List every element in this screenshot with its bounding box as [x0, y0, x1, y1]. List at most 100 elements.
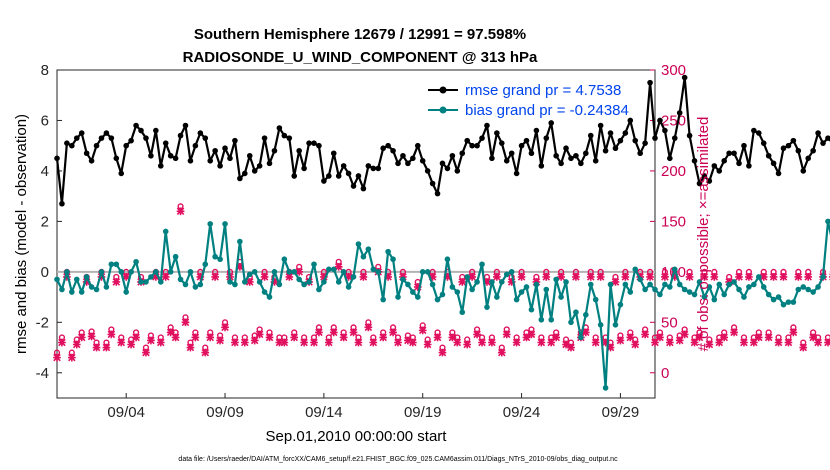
- obs-possible-marker: [656, 329, 664, 336]
- bias-point: [785, 299, 792, 305]
- obs-possible-marker: [572, 268, 580, 275]
- bias-point: [523, 284, 530, 290]
- bias-point: [637, 276, 643, 283]
- rmse-point: [543, 135, 550, 141]
- rmse-point: [296, 147, 302, 154]
- obs-assimilated-marker: [394, 338, 402, 347]
- bias-point: [286, 269, 293, 275]
- bias-point: [484, 304, 490, 310]
- obs-assimilated-marker: [507, 278, 516, 286]
- rmse-point: [345, 170, 352, 177]
- rmse-point: [103, 130, 110, 136]
- bias-point: [69, 289, 75, 295]
- rmse-point: [592, 158, 599, 164]
- rmse-point: [128, 137, 134, 144]
- obs-possible-marker: [795, 268, 802, 275]
- obs-possible-marker: [642, 326, 649, 333]
- rmse-point: [390, 147, 396, 154]
- obs-possible-marker: [770, 268, 777, 275]
- rmse-point: [281, 132, 288, 139]
- obs-assimilated-marker: [324, 338, 333, 347]
- obs-possible-marker: [533, 273, 540, 281]
- bias-point: [217, 256, 223, 263]
- bias-point: [424, 269, 431, 275]
- obs-assimilated-marker: [117, 338, 126, 347]
- obs-possible-marker: [513, 334, 520, 341]
- obs-assimilated-marker: [774, 338, 783, 347]
- obs-assimilated-marker: [591, 338, 600, 347]
- rmse-point: [790, 137, 797, 144]
- obs-possible-marker: [439, 344, 446, 351]
- obs-possible-marker: [399, 268, 407, 275]
- obs-assimilated-marker: [152, 273, 160, 281]
- obs-possible-marker: [790, 324, 797, 331]
- obs-possible-marker: [740, 334, 748, 341]
- obs-assimilated-marker: [349, 328, 358, 337]
- bias-point: [553, 276, 559, 283]
- obs-assimilated-marker: [596, 273, 605, 281]
- rmse-series: [54, 74, 830, 207]
- bias-point: [400, 276, 406, 283]
- obs-assimilated-marker: [750, 338, 758, 347]
- obs-possible-marker: [325, 334, 332, 341]
- obs-assimilated-marker: [764, 333, 773, 342]
- rmse-point: [533, 127, 540, 134]
- obs-assimilated-marker: [67, 353, 76, 362]
- rmse-point: [227, 155, 233, 162]
- bias-point: [667, 284, 673, 290]
- rmse-point: [489, 155, 495, 162]
- bias-point: [157, 279, 164, 285]
- rmse-point: [330, 150, 337, 157]
- bias-point: [251, 269, 258, 275]
- obs-assimilated-marker: [542, 273, 551, 281]
- rmse-point: [355, 173, 362, 179]
- rmse-point: [736, 160, 742, 167]
- bias-point: [503, 271, 510, 278]
- bias-point: [316, 286, 322, 293]
- obs-possible-marker: [721, 329, 728, 336]
- bias-point: [642, 286, 648, 293]
- rmse-point: [597, 122, 604, 129]
- bias-point: [741, 294, 747, 300]
- obs-assimilated-marker: [675, 336, 684, 345]
- bias-point: [548, 316, 555, 323]
- rmse-point: [326, 173, 332, 179]
- bias-point: [731, 279, 737, 285]
- rmse-point: [587, 132, 594, 139]
- obs-possible-marker: [192, 329, 199, 336]
- obs-possible-marker: [464, 336, 471, 343]
- obs-possible-marker: [765, 329, 772, 336]
- bias-point: [246, 271, 253, 278]
- obs-assimilated-marker: [77, 333, 86, 342]
- obs-possible-marker: [147, 332, 155, 339]
- bias-point: [242, 279, 248, 285]
- rmse-point: [414, 142, 421, 149]
- bias-point: [721, 291, 727, 298]
- left-tick-label: 6: [41, 112, 49, 129]
- obs-assimilated-marker: [147, 336, 155, 345]
- obs-assimilated-marker: [275, 338, 284, 347]
- bias-point: [370, 266, 377, 273]
- obs-possible-marker: [68, 349, 75, 356]
- obs-possible-marker: [53, 349, 61, 356]
- obs-assimilated-marker: [685, 273, 694, 281]
- obs-assimilated-marker: [601, 338, 610, 347]
- obs-assimilated-marker: [334, 262, 343, 271]
- obs-possible-marker: [824, 334, 830, 341]
- rmse-point: [691, 158, 698, 164]
- obs-possible-marker: [88, 328, 95, 335]
- obs-assimilated-marker: [473, 330, 481, 339]
- obs-possible-marker: [241, 334, 248, 341]
- rmse-point: [350, 183, 357, 189]
- obs-possible-marker: [646, 268, 654, 275]
- obs-assimilated-marker: [156, 338, 165, 347]
- obs-possible-marker: [785, 334, 792, 341]
- obs-assimilated-marker: [320, 273, 328, 281]
- legend-bias-label: bias grand pr = -0.24384: [465, 102, 629, 119]
- y-axis-label-right: # of obs: o=possible; ×=assimilated: [695, 117, 712, 352]
- obs-possible-marker: [142, 344, 150, 351]
- obs-possible-marker: [207, 329, 214, 336]
- bias-point: [385, 248, 391, 255]
- obs-possible-marker: [730, 324, 738, 331]
- rmse-point: [642, 140, 648, 146]
